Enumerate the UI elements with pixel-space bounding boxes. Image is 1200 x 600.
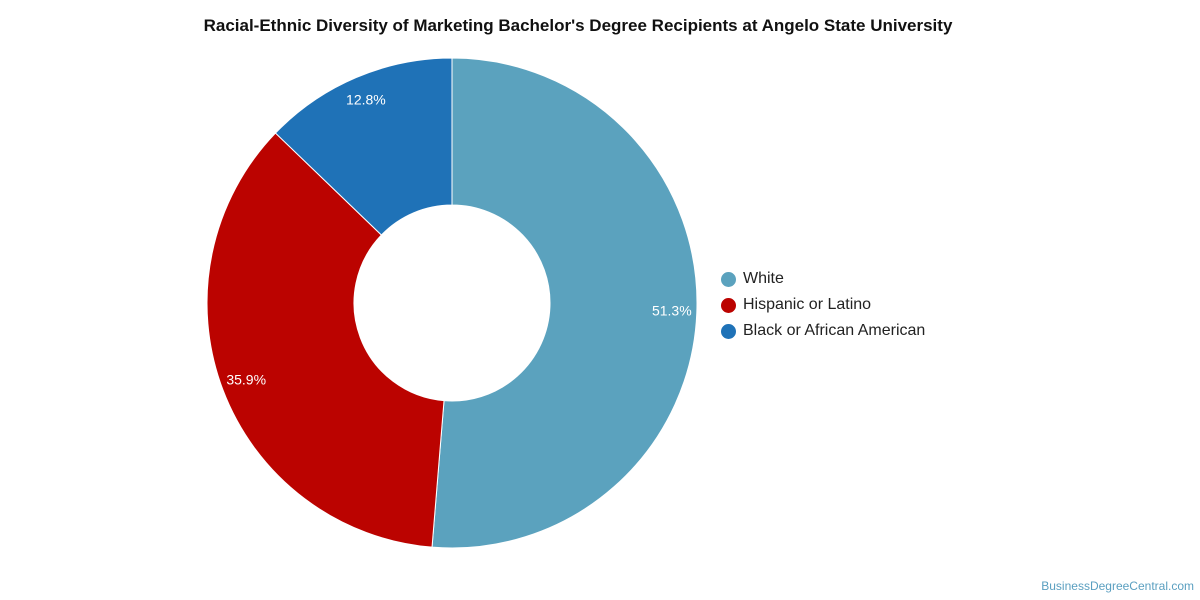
legend-item-black-or-african-american[interactable]: Black or African American xyxy=(721,318,925,344)
legend-item-white[interactable]: White xyxy=(721,266,925,292)
legend-item-hispanic-or-latino[interactable]: Hispanic or Latino xyxy=(721,292,925,318)
legend-swatch-icon xyxy=(721,297,736,313)
legend-label: Black or African American xyxy=(743,322,926,339)
legend-label: Hispanic or Latino xyxy=(743,296,872,313)
slice-hispanic-or-latino[interactable] xyxy=(206,132,445,548)
legend-label: White xyxy=(743,270,784,287)
slice-label-white: 51.3% xyxy=(652,303,692,319)
legend-swatch-icon xyxy=(721,323,736,339)
slice-label-black-or-african-american: 12.8% xyxy=(346,91,386,107)
chart-title: Racial-Ethnic Diversity of Marketing Bac… xyxy=(203,16,953,35)
legend-swatch-icon xyxy=(721,271,736,287)
chart-legend: White Hispanic or Latino Black or African … xyxy=(721,266,925,344)
slice-white[interactable] xyxy=(431,57,698,549)
source-watermark[interactable]: BusinessDegreeCentral.com xyxy=(1041,579,1194,593)
slice-label-hispanic-or-latino: 35.9% xyxy=(226,371,266,387)
slice-black-or-african-american[interactable] xyxy=(274,57,453,236)
